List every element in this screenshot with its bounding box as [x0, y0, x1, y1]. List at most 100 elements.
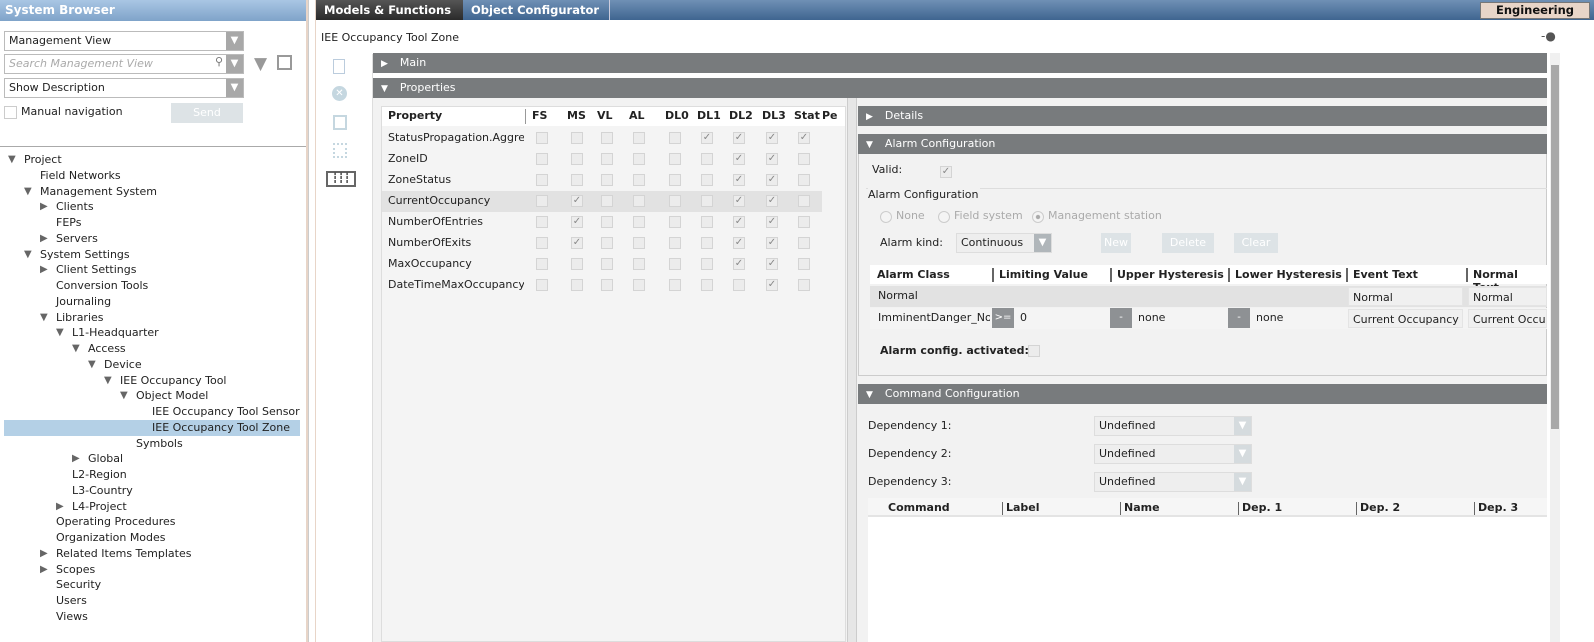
column-header[interactable]: FS	[532, 109, 548, 122]
property-checkbox[interactable]	[701, 195, 713, 207]
alarm-delete-button[interactable]: Delete	[1162, 233, 1214, 253]
property-checkbox[interactable]	[798, 237, 810, 249]
property-checkbox[interactable]	[601, 153, 613, 165]
property-checkbox[interactable]	[798, 153, 810, 165]
collapse-arrow-icon[interactable]: ▼	[56, 327, 64, 339]
property-checkbox[interactable]	[669, 195, 681, 207]
collapse-arrow-icon[interactable]: ▼	[24, 248, 32, 260]
property-checkbox[interactable]: ✓	[766, 174, 778, 186]
property-checkbox[interactable]	[633, 132, 645, 144]
property-checkbox[interactable]	[536, 195, 548, 207]
tree-item[interactable]: Field Networks	[4, 168, 300, 184]
column-header[interactable]: MS	[567, 109, 586, 122]
property-checkbox[interactable]	[798, 279, 810, 291]
property-checkbox[interactable]	[633, 195, 645, 207]
property-checkbox[interactable]: ✓	[766, 258, 778, 270]
dependency-select[interactable]: Undefined ▼	[1094, 472, 1252, 492]
description-select[interactable]: Show Description ▼	[4, 78, 244, 98]
property-checkbox[interactable]: ✓	[571, 195, 583, 207]
column-header[interactable]: DL3	[762, 109, 786, 122]
property-checkbox[interactable]	[536, 258, 548, 270]
property-checkbox[interactable]: ✓	[733, 153, 745, 165]
column-divider[interactable]	[1002, 502, 1003, 515]
lower-value[interactable]: none	[1256, 311, 1284, 324]
alarm-kind-select[interactable]: Continuous ▼	[956, 233, 1052, 253]
section-command[interactable]: ▼ Command Configuration	[858, 384, 1547, 404]
tree-item[interactable]: Conversion Tools	[4, 278, 300, 294]
tree-item[interactable]: ▼ L1-Headquarter	[4, 325, 300, 341]
new-document-icon[interactable]	[333, 59, 345, 74]
section-properties[interactable]: ▼ Properties	[373, 78, 1547, 98]
grid-splitter[interactable]	[847, 98, 857, 642]
property-checkbox[interactable]: ✓	[733, 216, 745, 228]
column-header[interactable]: Name	[1124, 501, 1160, 514]
radio-0[interactable]	[880, 211, 892, 223]
property-checkbox[interactable]	[601, 279, 613, 291]
tab-models-functions[interactable]: Models & Functions	[316, 0, 463, 20]
property-checkbox[interactable]	[571, 153, 583, 165]
alarm-clear-button[interactable]: Clear	[1234, 233, 1278, 253]
property-checkbox[interactable]: ✓	[766, 153, 778, 165]
column-header[interactable]: Dep. 2	[1360, 501, 1401, 514]
tree-item[interactable]: ▼ Libraries	[4, 310, 300, 326]
property-checkbox[interactable]	[571, 132, 583, 144]
column-divider[interactable]	[1228, 268, 1230, 282]
column-divider[interactable]	[992, 268, 994, 282]
collapse-arrow-icon[interactable]: ▼	[8, 154, 16, 165]
property-name[interactable]: ZoneStatus	[388, 173, 452, 186]
limit-value[interactable]: 0	[1020, 311, 1027, 324]
expand-arrow-icon[interactable]: ▶	[40, 547, 48, 559]
property-checkbox[interactable]: ✓	[766, 195, 778, 207]
operator-button[interactable]: >=	[992, 308, 1014, 328]
tree-item[interactable]: Views	[4, 609, 300, 625]
column-divider[interactable]	[1346, 268, 1348, 282]
property-checkbox[interactable]: ✓	[733, 237, 745, 249]
property-checkbox[interactable]	[601, 216, 613, 228]
property-checkbox[interactable]	[601, 258, 613, 270]
collapse-arrow-icon[interactable]: ▼	[88, 358, 96, 370]
column-header[interactable]: VL	[597, 109, 613, 122]
property-name[interactable]: CurrentOccupancy	[388, 194, 491, 207]
tab-object-configurator[interactable]: Object Configurator	[463, 0, 610, 20]
tree-item[interactable]: ▼ Access	[4, 341, 300, 357]
tree-item[interactable]: ▼ Device	[4, 357, 300, 373]
column-header[interactable]: Pe	[822, 109, 838, 122]
upper-value[interactable]	[1134, 286, 1224, 306]
dependency-select[interactable]: Undefined ▼	[1094, 416, 1252, 436]
property-checkbox[interactable]	[669, 237, 681, 249]
collapse-arrow-icon[interactable]: ▼	[104, 374, 112, 386]
property-checkbox[interactable]: ✓	[733, 195, 745, 207]
operator-button[interactable]: -	[1228, 308, 1250, 328]
property-checkbox[interactable]	[669, 153, 681, 165]
collapse-arrow-icon[interactable]: ▼	[24, 185, 32, 197]
tree-item[interactable]: Operating Procedures	[4, 514, 300, 530]
tree-item[interactable]: ▶ Servers	[4, 231, 300, 247]
property-checkbox[interactable]	[633, 174, 645, 186]
vertical-scrollbar[interactable]	[1550, 53, 1560, 642]
collapse-arrow-icon[interactable]: ▼	[40, 311, 48, 323]
property-name[interactable]: StatusPropagation.Aggregate	[388, 131, 524, 144]
tree-item[interactable]: ▶ Related Items Templates	[4, 546, 300, 562]
property-checkbox[interactable]	[536, 153, 548, 165]
property-checkbox[interactable]	[536, 237, 548, 249]
section-details[interactable]: ▶ Details	[858, 106, 1547, 126]
pane-splitter[interactable]	[306, 0, 316, 642]
property-name[interactable]: DateTimeMaxOccupancy	[388, 278, 524, 291]
property-checkbox[interactable]	[701, 153, 713, 165]
settings-sliders-icon[interactable]: ┇┇┇	[326, 171, 356, 187]
column-divider[interactable]	[1474, 502, 1475, 515]
tree-item[interactable]: ▼ System Settings	[4, 247, 300, 263]
column-header[interactable]: Command	[888, 501, 950, 514]
tree-item[interactable]: FEPs	[4, 215, 300, 231]
column-header[interactable]: Property	[388, 109, 443, 122]
save-icon[interactable]	[277, 55, 292, 70]
property-checkbox[interactable]	[669, 132, 681, 144]
column-divider[interactable]	[1356, 502, 1357, 515]
property-name[interactable]: ZoneID	[388, 152, 428, 165]
tree-item[interactable]: Security	[4, 577, 300, 593]
expand-arrow-icon[interactable]: ▶	[40, 563, 48, 575]
tree-item[interactable]: IEE Occupancy Tool Sensor	[4, 404, 300, 420]
property-checkbox[interactable]: ✓	[798, 132, 810, 144]
save-icon[interactable]	[333, 115, 347, 130]
column-header[interactable]: Dep. 1	[1242, 501, 1283, 514]
